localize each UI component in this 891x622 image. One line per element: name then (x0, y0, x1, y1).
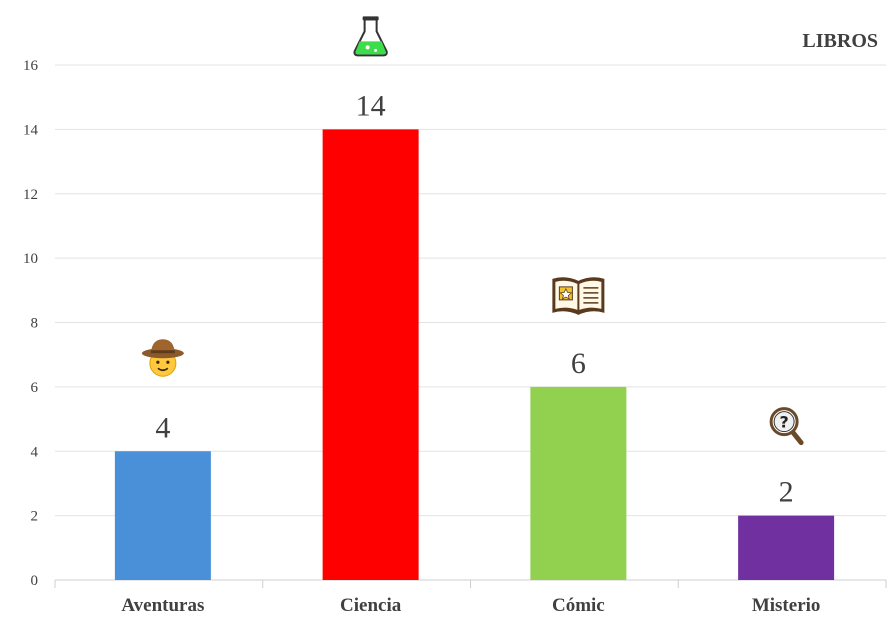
explorer-icon (141, 339, 184, 377)
category-label: Ciencia (340, 595, 402, 616)
y-tick-label: 2 (31, 509, 39, 525)
svg-text:?: ? (779, 413, 788, 432)
y-tick-label: 16 (23, 58, 39, 74)
value-label: 4 (155, 411, 170, 444)
y-tick-label: 6 (31, 380, 39, 396)
y-tick-label: 12 (23, 187, 38, 203)
bar-misterio (738, 515, 835, 580)
category-icons: ? (141, 16, 804, 446)
y-tick-label: 10 (23, 251, 38, 267)
value-label: 6 (571, 347, 586, 380)
bar-ciencia (322, 129, 419, 580)
flask-icon (353, 16, 388, 57)
y-tick-label: 0 (31, 573, 39, 589)
chart-title: LIBROS (802, 30, 878, 52)
category-label: Misterio (752, 595, 821, 616)
y-tick-label: 8 (31, 316, 39, 332)
y-tick-label: 14 (23, 122, 39, 138)
category-label: Cómic (552, 595, 605, 616)
magnifying-glass-icon: ? (769, 407, 804, 446)
value-labels: 4 14 6 2 (155, 89, 793, 508)
bar-cómic (530, 386, 627, 580)
y-tick-label: 4 (31, 444, 39, 460)
category-label: Aventuras (121, 595, 204, 616)
bars (114, 129, 835, 580)
bar-aventuras (114, 451, 211, 580)
value-label: 2 (779, 476, 794, 509)
open-book-icon (552, 277, 605, 315)
value-label: 14 (356, 89, 386, 122)
y-axis-ticks: 0 2 4 6 8 10 12 14 16 (23, 58, 39, 589)
category-labels: Aventuras Ciencia Cómic Misterio (121, 595, 820, 616)
